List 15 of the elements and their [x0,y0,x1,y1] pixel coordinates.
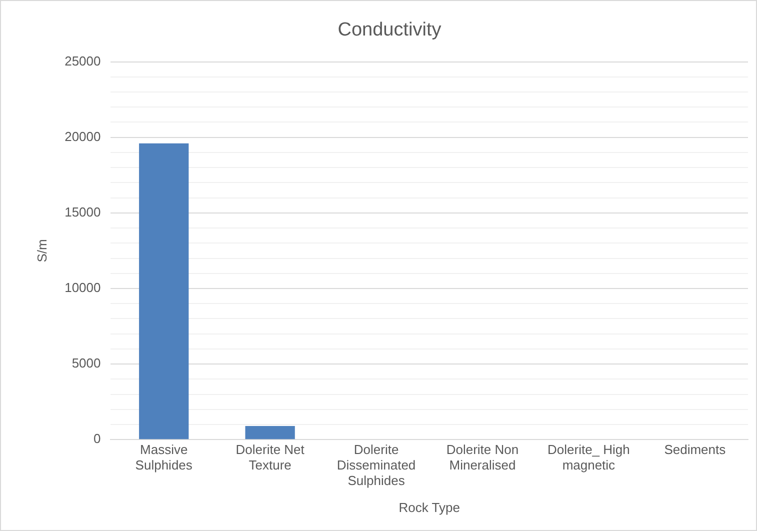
y-tick-label: 10000 [64,280,101,296]
x-tick-label: Dolerite Net Texture [236,442,305,473]
y-axis-title: S/m [34,239,50,262]
chart-title: Conductivity [338,20,442,41]
y-tick-label: 5000 [72,356,101,371]
y-tick-label: 15000 [64,204,101,220]
x-axis-title: Rock Type [398,500,460,515]
x-tick-label: Dolerite Disseminated Sulphides [336,442,416,488]
y-tick-label: 20000 [64,128,101,144]
x-tick-label: Massive Sulphides [135,442,193,473]
y-tick-label: 0 [94,431,101,446]
x-tick-label: Sediments [664,442,726,457]
x-tick-label: Dolerite Non Mineralised [446,442,519,473]
x-tick-label: Dolerite_ High magnetic [548,442,630,473]
y-tick-label: 25000 [64,53,101,68]
